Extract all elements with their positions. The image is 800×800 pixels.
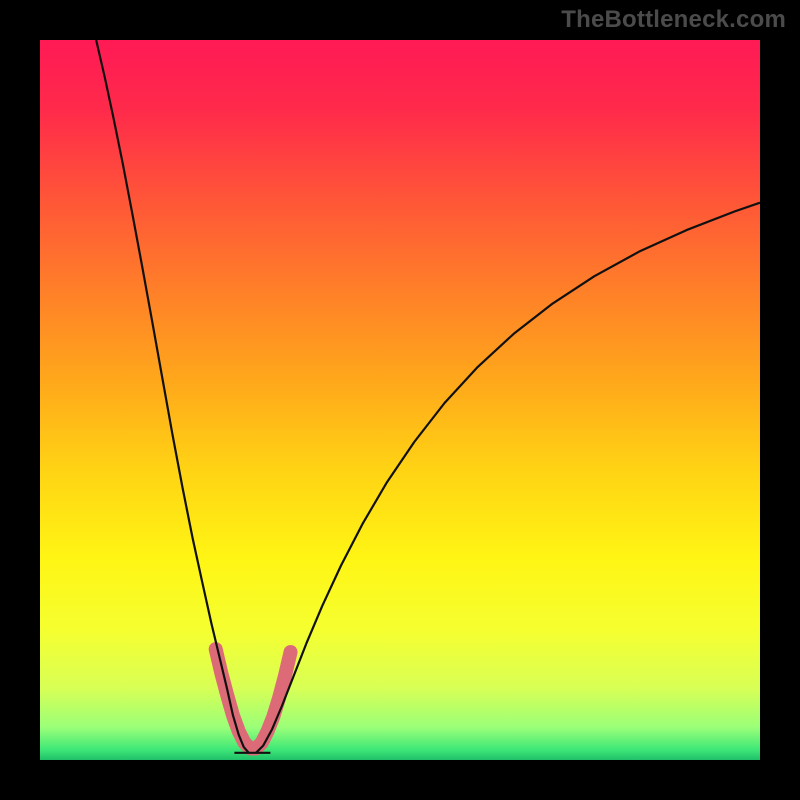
figure-root: { "figure": { "width_px": 800, "height_p… (0, 0, 800, 800)
watermark-text: TheBottleneck.com (561, 6, 786, 34)
plot-area (40, 40, 760, 760)
chart-svg (0, 0, 800, 800)
